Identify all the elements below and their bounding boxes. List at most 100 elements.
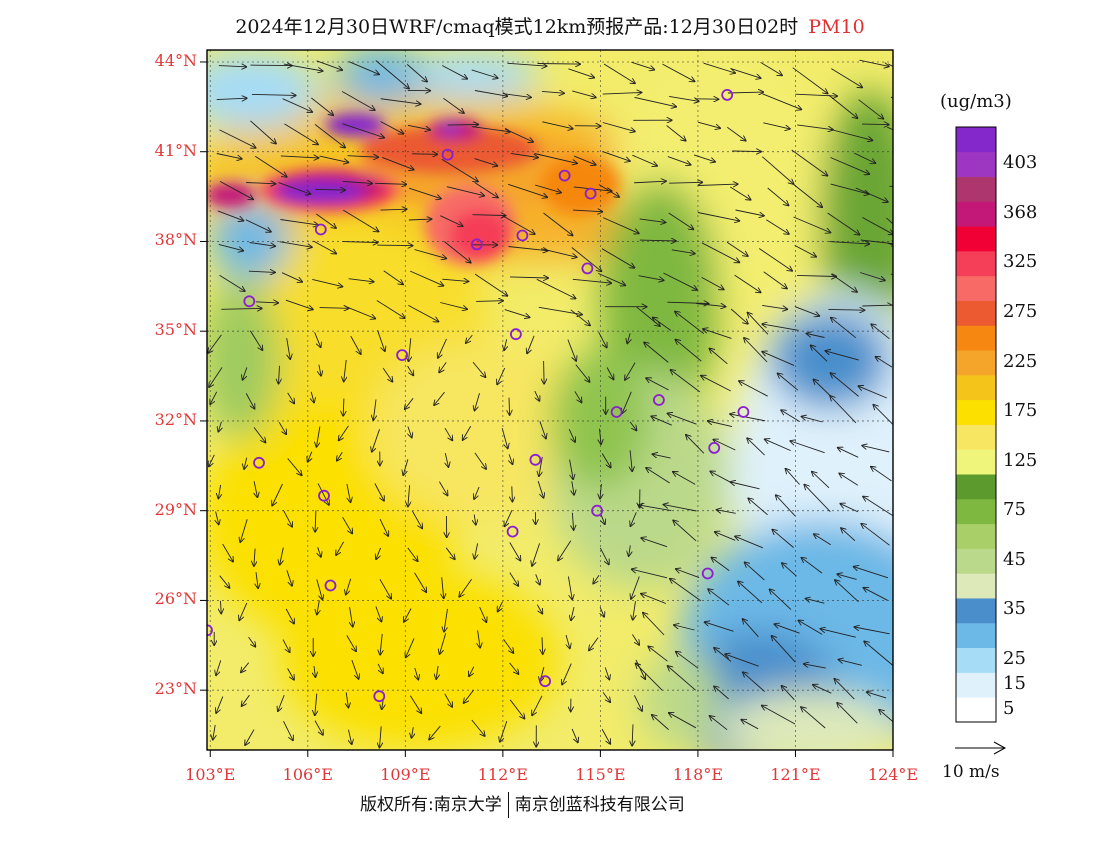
colorbar-label: 25 xyxy=(1003,648,1026,670)
wind-arrow xyxy=(600,428,602,444)
colorbar-swatch xyxy=(956,474,996,500)
wind-arrow xyxy=(841,528,856,542)
city-marker xyxy=(539,675,551,688)
wind-arrow xyxy=(375,183,406,184)
wind-arrow xyxy=(572,90,596,98)
wind-arrow xyxy=(346,483,351,502)
wind-arrow xyxy=(643,613,665,636)
wind-arrow xyxy=(573,155,596,165)
wind-arrow xyxy=(346,578,352,595)
wind-arrow xyxy=(698,184,737,185)
wind-arrow xyxy=(218,484,220,498)
wind-arrow xyxy=(714,440,736,451)
wind-arrow xyxy=(542,637,543,653)
wind-arrow xyxy=(601,728,610,744)
wind-arrow xyxy=(219,575,230,588)
wind-arrow xyxy=(474,182,498,198)
city-marker xyxy=(253,456,265,469)
colorbar-swatch xyxy=(956,226,996,252)
wind-arrow xyxy=(245,729,255,745)
lon-label: 124°E xyxy=(867,765,919,784)
wind-arrow xyxy=(732,151,761,152)
wind-arrow xyxy=(714,648,732,662)
wind-arrow xyxy=(782,563,797,577)
colorbar-swatch xyxy=(956,151,996,177)
wind-arrow xyxy=(830,157,870,175)
wind-arrow xyxy=(889,185,893,187)
wind-arrow xyxy=(562,663,572,685)
wind-arrow xyxy=(342,123,385,138)
wind-arrow xyxy=(534,184,561,193)
wind-arrow xyxy=(646,468,670,484)
wind-arrow xyxy=(544,360,545,384)
wind-arrow xyxy=(762,706,796,725)
wind-arrow xyxy=(708,589,730,606)
wind-arrow xyxy=(380,98,421,104)
wind-arrow xyxy=(222,543,233,561)
wind-arrow xyxy=(796,275,836,276)
wind-arrow xyxy=(862,446,890,453)
wind-arrow xyxy=(339,425,349,441)
wind-arrow xyxy=(715,532,736,541)
wind-arrow xyxy=(464,689,474,703)
wind-arrow xyxy=(501,428,508,448)
wind-arrow xyxy=(697,212,739,221)
wind-arrow xyxy=(648,647,668,662)
wind-arrow xyxy=(860,239,893,244)
lon-label: 109°E xyxy=(380,765,431,784)
lat-label: 35°N xyxy=(154,320,197,340)
wind-arrow xyxy=(867,692,887,699)
wind-arrow xyxy=(636,664,663,691)
wind-arrow xyxy=(446,186,484,196)
wind-arrow xyxy=(781,410,800,422)
city-marker xyxy=(701,567,714,580)
wind-arrow xyxy=(598,184,619,197)
concentration-field-broad xyxy=(207,50,893,750)
wind-arrow xyxy=(539,456,543,476)
colorbar-label: 325 xyxy=(1003,251,1038,273)
wind-vectors xyxy=(208,59,893,747)
wind-arrow xyxy=(475,543,478,558)
wind-arrow xyxy=(315,510,316,531)
wind-arrow xyxy=(218,421,221,432)
wind-arrow xyxy=(603,63,635,83)
wind-arrow xyxy=(633,695,642,711)
wind-arrow xyxy=(828,309,864,310)
wind-arrow xyxy=(283,721,293,740)
wind-arrow xyxy=(571,728,578,742)
wind-arrow xyxy=(512,486,513,501)
wind-arrow xyxy=(600,606,604,617)
wind-arrow xyxy=(600,483,601,499)
wind-arrow xyxy=(703,62,735,73)
wind-arrow xyxy=(887,302,893,307)
wind-arrow xyxy=(705,622,734,632)
wind-arrow xyxy=(629,545,631,556)
wind-arrow xyxy=(776,495,796,517)
wind-arrow xyxy=(791,149,828,176)
wind-arrow xyxy=(471,69,498,78)
colorbar-swatch xyxy=(956,250,996,277)
wind-arrow xyxy=(439,362,447,372)
colorbar-label: 275 xyxy=(1003,300,1038,322)
wind-arrow xyxy=(527,335,535,354)
colorbar-swatch xyxy=(956,350,996,376)
wind-arrow xyxy=(570,309,590,326)
colorbar-swatch xyxy=(956,573,996,599)
wind-arrow xyxy=(627,333,630,343)
wind-arrow xyxy=(602,93,642,95)
wind-arrow xyxy=(283,509,292,526)
wind-arrow xyxy=(380,209,407,210)
wind-arrow xyxy=(766,219,789,234)
city-marker xyxy=(314,223,327,236)
lat-label: 32°N xyxy=(154,409,197,429)
colorbar-label: 5 xyxy=(1003,697,1015,719)
chart-title: 2024年12月30日WRF/cmaq模式12km预报产品:12月30日02时 P… xyxy=(0,12,1100,39)
wind-arrow xyxy=(248,271,275,272)
wind-arrow xyxy=(216,98,247,99)
city-markers xyxy=(207,89,750,703)
wind-arrow xyxy=(631,512,637,526)
wind-arrow xyxy=(504,128,533,142)
wind-arrow xyxy=(342,242,378,243)
wind-arrow xyxy=(890,273,893,276)
wind-arrow xyxy=(445,547,455,559)
